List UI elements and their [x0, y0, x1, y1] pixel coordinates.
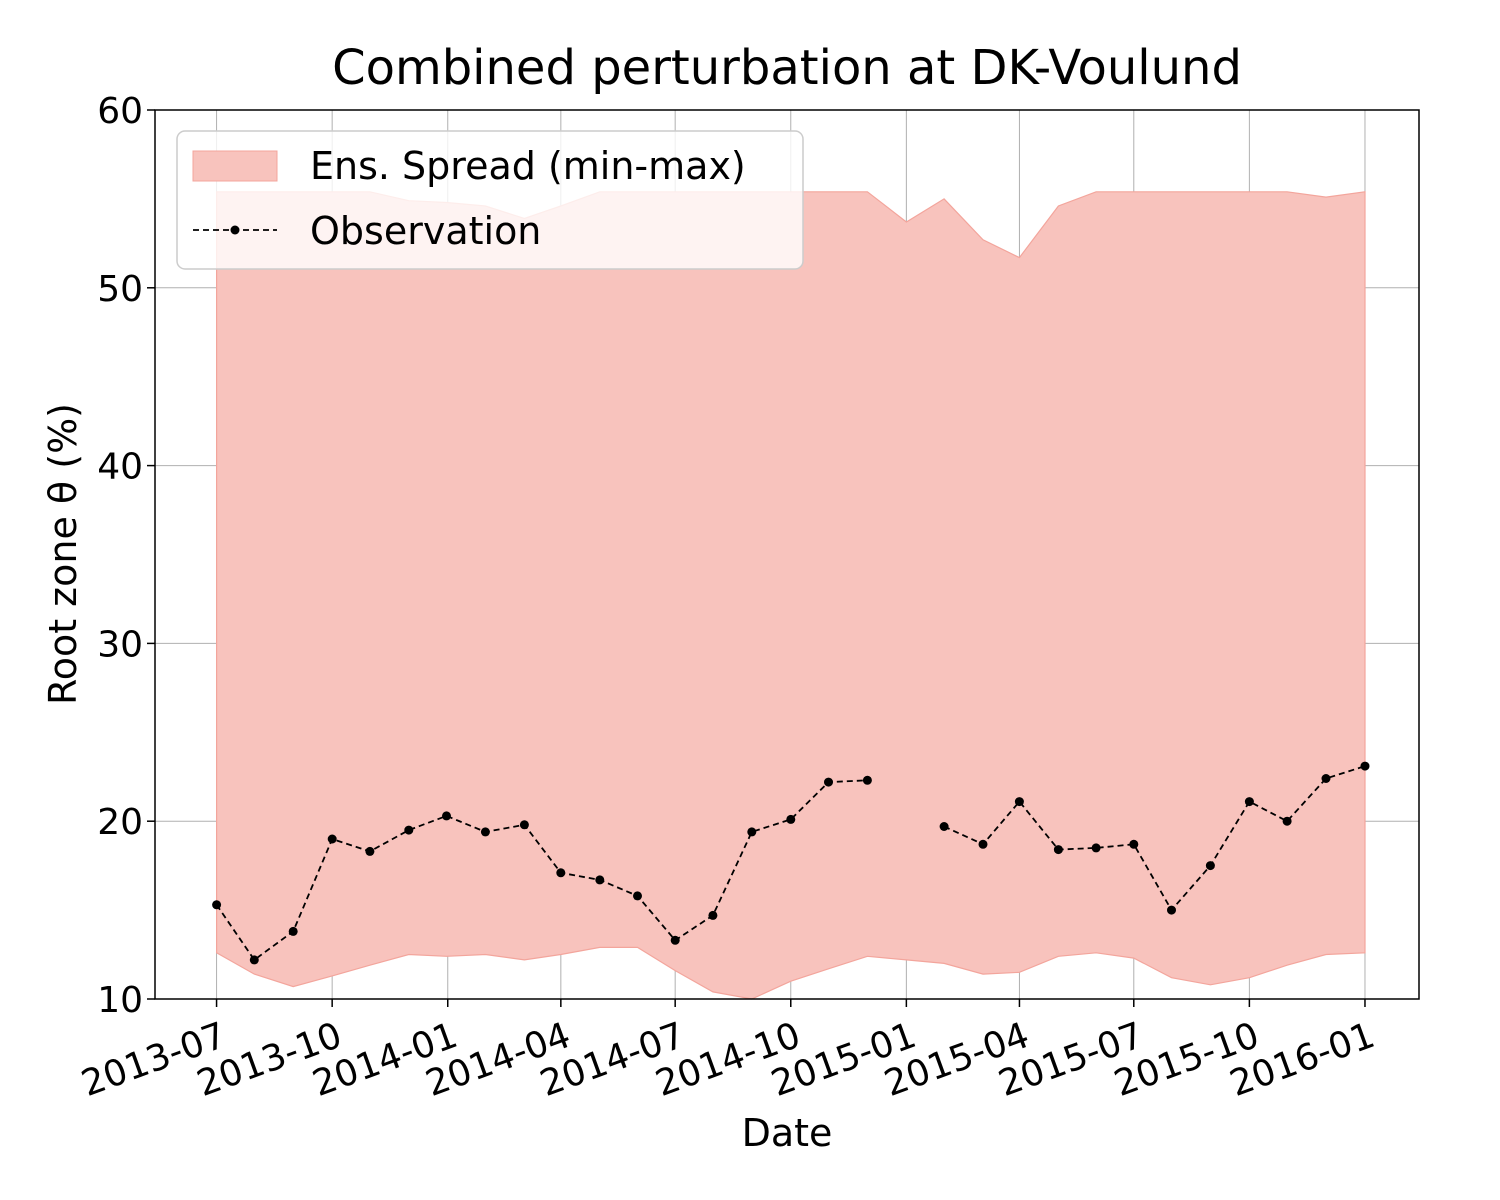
legend-band-label: Ens. Spread (min-max): [310, 144, 746, 188]
legend: Ens. Spread (min-max) Observation: [176, 130, 804, 270]
y-tick-label: 60: [97, 91, 143, 132]
y-tick-label: 50: [97, 269, 143, 310]
observation-point: [1321, 774, 1331, 783]
observation-point: [327, 834, 337, 844]
observation-point: [824, 777, 833, 787]
observation-point: [249, 955, 259, 965]
observation-point: [1014, 797, 1024, 807]
observation-point: [480, 827, 490, 837]
legend-box: [176, 130, 804, 270]
observation-layer: [212, 761, 1370, 965]
observation-point: [1360, 761, 1370, 771]
legend-observation-label: Observation: [310, 209, 541, 253]
observation-point: [288, 926, 298, 936]
x-axis-label: Date: [742, 1111, 833, 1155]
observation-point: [1053, 845, 1063, 855]
observation-point: [708, 910, 718, 920]
observation-point: [862, 775, 872, 785]
observation-point: [670, 935, 680, 945]
observation-point: [1091, 843, 1101, 853]
observation-point: [404, 825, 414, 835]
plot-frame: [154, 109, 1420, 1000]
observation-point: [595, 875, 605, 885]
observation-point: [978, 839, 988, 849]
observation-point: [1244, 797, 1254, 807]
chart-title: Combined perturbation at DK-Voulund: [332, 40, 1242, 96]
observation-point: [365, 846, 375, 856]
observation-point: [1205, 861, 1215, 871]
y-tick-label: 10: [97, 980, 143, 1021]
observation-point: [747, 827, 757, 837]
y-tick-label: 20: [97, 802, 143, 843]
legend-observation-marker: [230, 225, 240, 235]
y-axis: 10 20 30 40 50 60: [97, 91, 155, 1021]
observation-point: [786, 814, 796, 824]
y-tick-label: 40: [97, 447, 143, 488]
observation-line: [215, 779, 868, 962]
observation-point: [1282, 816, 1292, 826]
observation-point: [519, 820, 529, 830]
legend-band-swatch: [192, 150, 278, 182]
observation-line: [943, 765, 1366, 912]
observation-point: [442, 811, 451, 821]
y-axis-label: Root zone θ (%): [41, 403, 85, 705]
ensemble-spread-layer: [216, 191, 1366, 1000]
ensemble-spread-area: [216, 191, 1366, 1000]
observation-point: [1129, 839, 1139, 849]
observation-point: [633, 891, 642, 901]
observation-point: [939, 822, 949, 831]
y-tick-label: 30: [97, 624, 143, 665]
observation-point: [556, 868, 566, 878]
observation-point: [212, 900, 222, 910]
x-axis: 2013-072013-102014-012014-042014-072014-…: [76, 999, 1380, 1105]
observation-point: [1167, 905, 1176, 915]
